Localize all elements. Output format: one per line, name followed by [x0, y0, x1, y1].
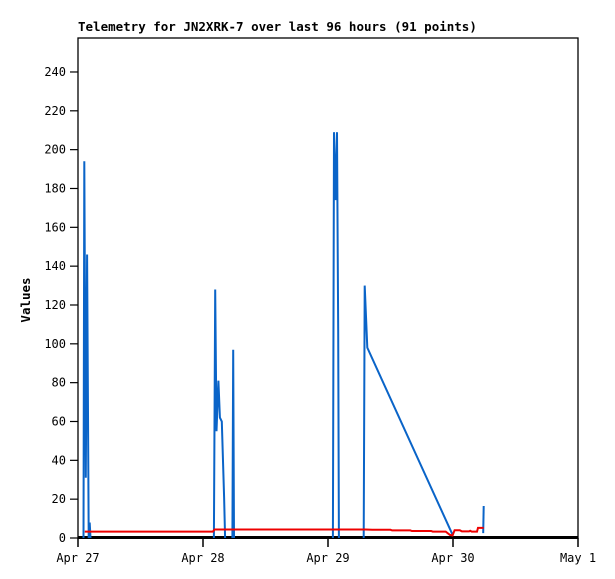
channel-1-blue-line — [362, 285, 454, 539]
y-axis-tick-label: 0 — [59, 531, 66, 545]
y-axis-tick-label: 60 — [52, 414, 66, 428]
y-axis-tick-label: 20 — [52, 492, 66, 506]
channel-1-blue-line — [331, 132, 340, 539]
channel-2-red-line — [84, 526, 484, 537]
x-axis-tick-label: Apr 29 — [306, 551, 349, 565]
y-axis-tick-label: 200 — [44, 143, 66, 157]
x-axis-tick-label: Apr 30 — [431, 551, 474, 565]
channel-1-blue-line — [482, 505, 485, 534]
y-axis-tick-label: 180 — [44, 181, 66, 195]
y-axis-tick-label: 240 — [44, 65, 66, 79]
plot-area: 0 20 40 60 80 100 120 140 160 180 200 220 240 Apr 27 A… — [44, 37, 596, 565]
channel-1-blue-line — [82, 161, 92, 539]
y-axis-tick-label: 140 — [44, 259, 66, 273]
plot-border — [77, 37, 579, 539]
y-axis-tick-label: 160 — [44, 220, 66, 234]
y-axis-tick-label: 40 — [52, 453, 66, 467]
x-axis-tick-label: May 1 — [560, 551, 596, 565]
y-axis-tick-label: 120 — [44, 298, 66, 312]
x-axis-tick-label: Apr 28 — [181, 551, 224, 565]
y-axis-tick-label: 80 — [52, 376, 66, 390]
x-axis-tick-label: Apr 27 — [56, 551, 99, 565]
y-axis-tick-label: 100 — [44, 337, 66, 351]
channel-1-blue-line — [231, 349, 235, 539]
channel-1-blue-line — [212, 289, 227, 539]
y-axis-tick-label: 220 — [44, 104, 66, 118]
chart-title: Telemetry for JN2XRK-7 over last 96 hour… — [78, 19, 477, 34]
y-axis-title: Values — [18, 277, 33, 322]
